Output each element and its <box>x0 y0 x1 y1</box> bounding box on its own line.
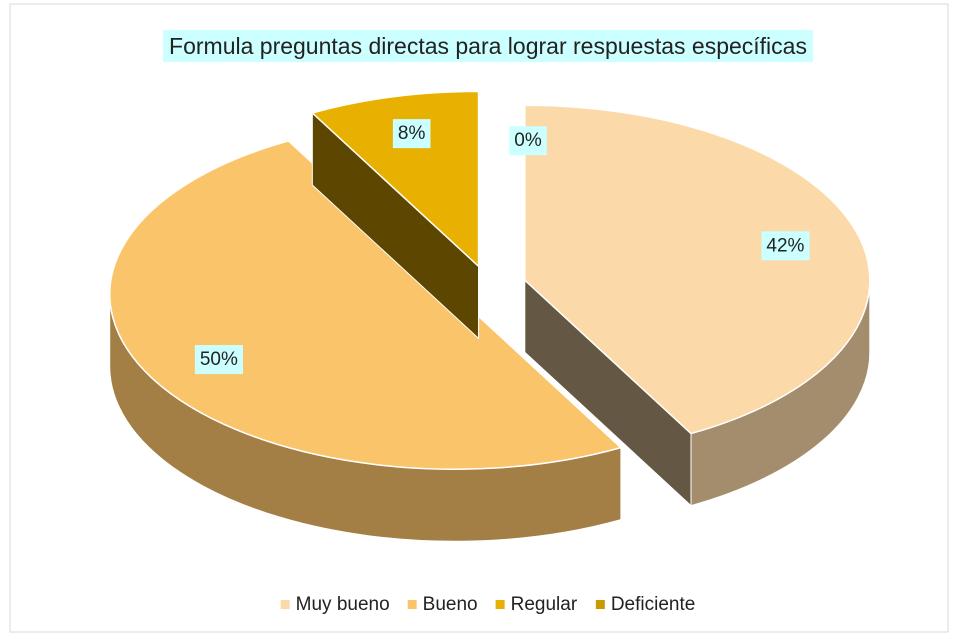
legend-marker <box>280 600 290 609</box>
data-label-background <box>509 126 547 156</box>
legend-marker <box>407 600 417 609</box>
legend-label: Muy bueno <box>296 594 390 615</box>
legend-marker <box>595 600 605 609</box>
legend-marker <box>495 600 505 609</box>
slice-top <box>524 104 871 435</box>
slice-top <box>310 90 480 269</box>
chart-title: Formula preguntas directas para lograr r… <box>169 33 807 59</box>
slice <box>108 139 623 542</box>
slice <box>524 104 871 507</box>
data-label: 42% <box>766 235 804 256</box>
legend-label: Deficiente <box>611 594 696 615</box>
slice-top <box>108 140 623 471</box>
slice <box>310 90 480 340</box>
data-label-background <box>761 231 810 261</box>
legend-label: Bueno <box>423 594 478 615</box>
data-label: 8% <box>398 123 426 144</box>
legend-label: Regular <box>511 594 578 615</box>
data-label: 0% <box>514 130 542 151</box>
data-label-background <box>392 119 431 149</box>
data-label: 50% <box>200 349 238 370</box>
data-label-background <box>194 345 244 375</box>
title-background <box>163 30 813 63</box>
